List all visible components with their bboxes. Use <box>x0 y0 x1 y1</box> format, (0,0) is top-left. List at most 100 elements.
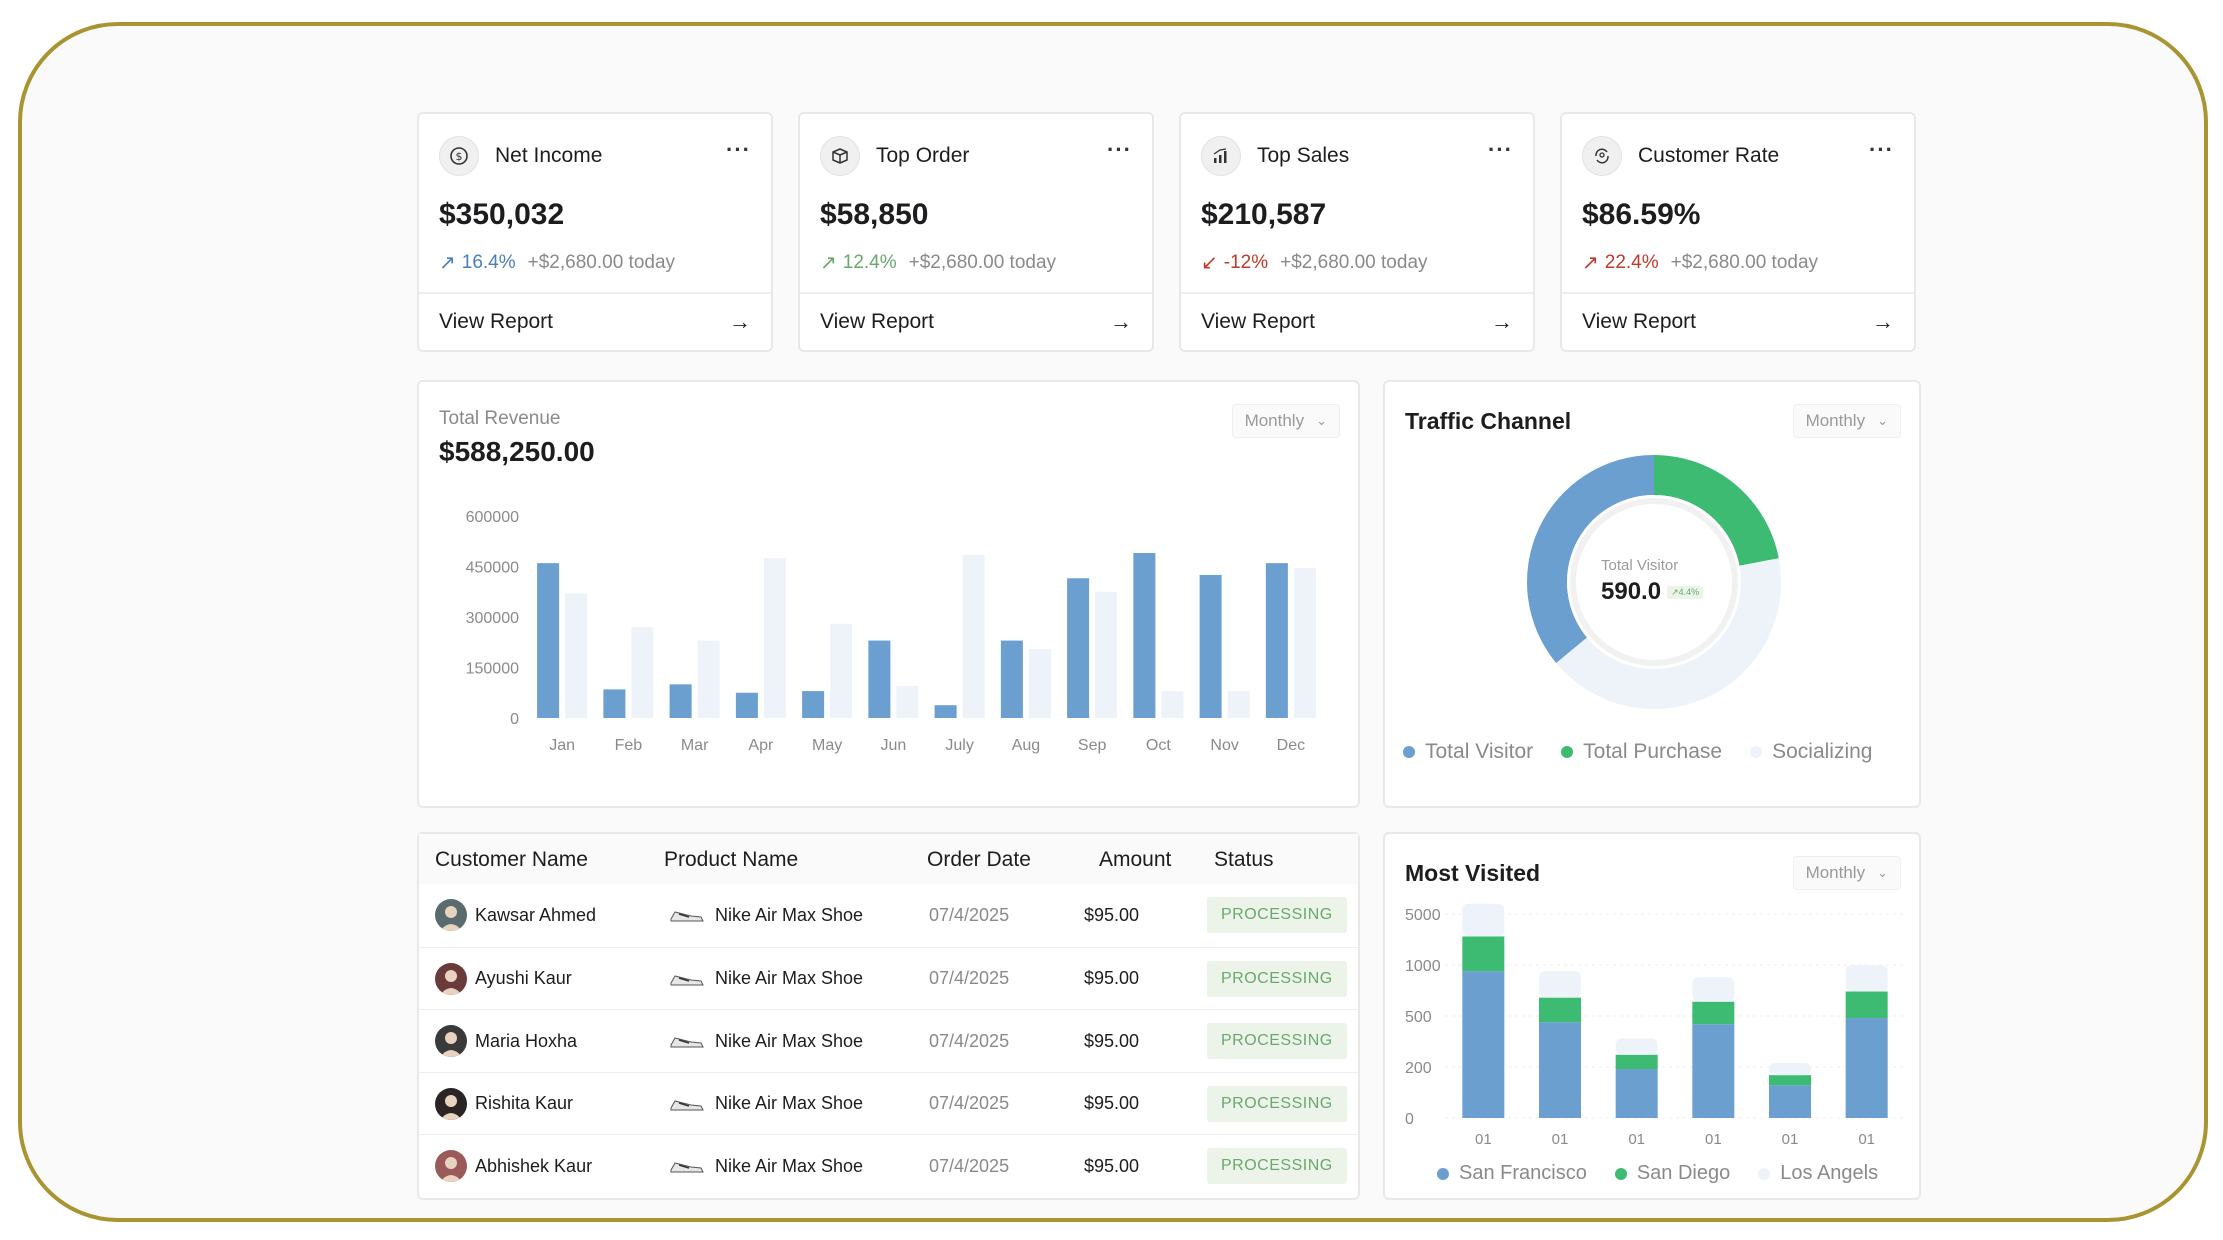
x-tick-label: 01 <box>1552 1131 1569 1148</box>
view-report-link[interactable]: View Report → <box>800 292 1152 350</box>
visited-bar-segment <box>1615 1038 1658 1055</box>
kpi-change: ↙ -12% +$2,680.00 today <box>1201 250 1428 275</box>
revenue-period-dropdown[interactable]: Monthly ⌄ <box>1231 404 1340 438</box>
legend-item[interactable]: Socializing <box>1750 740 1872 764</box>
traffic-period-dropdown[interactable]: Monthly ⌄ <box>1792 404 1901 438</box>
view-report-link[interactable]: View Report → <box>1562 292 1914 350</box>
visited-period-dropdown[interactable]: Monthly ⌄ <box>1792 856 1901 890</box>
traffic-channel-card: Traffic Channel Monthly ⌄ Total Visitor … <box>1383 380 1921 808</box>
legend-dot-icon <box>1614 1167 1627 1180</box>
kpi-change-today: +$2,680.00 today <box>1670 251 1819 273</box>
revenue-bar <box>934 705 957 718</box>
revenue-bar <box>1067 578 1090 718</box>
y-tick-label: 1000 <box>1405 958 1441 975</box>
order-date: 07/4/2025 <box>929 1155 1010 1176</box>
kpi-card-net-income: $ Net Income ··· $350,032 ↗ 16.4% +$2,680.00 t… <box>417 112 773 352</box>
view-report-label: View Report <box>1201 310 1316 333</box>
legend-item[interactable]: San Francisco <box>1437 1162 1587 1185</box>
revenue-bar <box>1028 648 1051 718</box>
kpi-value: $210,587 <box>1201 198 1327 231</box>
revenue-bar <box>1000 640 1023 718</box>
order-amount: $95.00 <box>1084 904 1140 925</box>
legend-item[interactable]: San Diego <box>1614 1162 1730 1185</box>
avatar <box>435 899 467 931</box>
legend-label: Socializing <box>1772 740 1873 763</box>
avatar <box>435 1025 467 1057</box>
visited-bar-segment <box>1692 977 1735 1002</box>
order-amount: $95.00 <box>1084 1155 1140 1176</box>
visited-bar-segment <box>1845 1018 1888 1118</box>
product-cell: Nike Air Max Shoe <box>669 948 863 1010</box>
table-row[interactable]: Rishita Kaur Nike Air Max Shoe 07/4/2025 $9… <box>419 1071 1358 1135</box>
y-tick-label: 300000 <box>466 610 519 627</box>
kpi-header: $ Net Income <box>439 136 602 176</box>
y-tick-label: 200 <box>1405 1060 1432 1077</box>
kpi-title: Top Order <box>876 144 970 167</box>
status-badge: PROCESSING <box>1207 1148 1347 1184</box>
y-tick-label: 600000 <box>466 509 519 526</box>
legend-label: Total Purchase <box>1583 740 1723 763</box>
donut-center-label: Total Visitor <box>1601 557 1679 574</box>
chevron-down-icon: ⌄ <box>1316 413 1327 428</box>
order-amount: $95.00 <box>1084 968 1140 988</box>
legend-item[interactable]: Total Visitor <box>1403 740 1533 764</box>
legend-dot-icon <box>1437 1167 1449 1180</box>
table-row[interactable]: Abhishek Kaur Nike Air Max Shoe 07/4/2025 $… <box>419 1134 1358 1196</box>
customer-name: Rishita Kaur <box>475 1093 574 1113</box>
kpi-change-percent: 22.4% <box>1604 251 1659 273</box>
more-options-icon[interactable]: ··· <box>1869 137 1894 162</box>
total-revenue-label: Total Revenue <box>439 408 561 429</box>
kpi-value: $350,032 <box>439 198 565 231</box>
status-badge: PROCESSING <box>1207 1023 1347 1059</box>
table-row[interactable]: Kawsar Ahmed Nike Air Max Shoe 07/4/2025 $9… <box>419 884 1358 946</box>
revenue-bar <box>565 593 588 718</box>
more-options-icon[interactable]: ··· <box>726 137 751 162</box>
x-tick-label: Mar <box>681 737 709 754</box>
x-tick-label: 01 <box>1782 1131 1799 1148</box>
visited-bar-segment <box>1615 1054 1658 1070</box>
visited-bar-segment <box>1462 936 1505 972</box>
revenue-bar <box>1095 591 1118 718</box>
view-report-link[interactable]: View Report → <box>419 292 771 350</box>
shoe-icon <box>670 974 704 985</box>
chevron-down-icon: ⌄ <box>1877 413 1888 428</box>
legend-item[interactable]: Total Purchase <box>1561 740 1722 764</box>
legend-item[interactable]: Los Angels <box>1758 1162 1878 1185</box>
customer-name: Ayushi Kaur <box>475 968 572 988</box>
more-options-icon[interactable]: ··· <box>1107 137 1132 162</box>
avatar <box>435 962 467 995</box>
view-report-link[interactable]: View Report → <box>1181 292 1533 350</box>
y-tick-label: 5000 <box>1405 907 1441 924</box>
more-options-icon[interactable]: ··· <box>1488 137 1513 162</box>
x-tick-label: 01 <box>1628 1131 1645 1148</box>
donut-slice <box>1527 455 1654 663</box>
table-row[interactable]: Maria Hoxha Nike Air Max Shoe 07/4/2025 $95… <box>419 1009 1358 1071</box>
kpi-card-top-order: Top Order ··· $58,850 ↗ 12.4% +$2,680.00 toda… <box>798 112 1154 352</box>
x-tick-label: 01 <box>1475 1131 1492 1148</box>
revenue-bar <box>1133 553 1156 718</box>
y-tick-label: 450000 <box>466 560 519 577</box>
customer-name: Maria Hoxha <box>475 1030 578 1051</box>
x-tick-label: Apr <box>748 737 774 754</box>
status-cell: PROCESSING <box>1207 1073 1347 1135</box>
kpi-title: Top Sales <box>1257 144 1350 167</box>
trend-arrow-icon: ↗ <box>820 252 837 274</box>
visited-bar-segment <box>1769 1062 1811 1076</box>
traffic-legend: Total Visitor Total Purchase Socializing <box>1403 740 1900 764</box>
revenue-bar <box>697 640 720 718</box>
table-row[interactable]: Ayushi Kaur Nike Air Max Shoe 07/4/2025 $95… <box>419 946 1358 1010</box>
revenue-bar <box>669 684 692 718</box>
visited-bar-segment <box>1692 1001 1735 1025</box>
kpi-value: $86.59% <box>1582 198 1701 231</box>
donut-center-value: 590.0 <box>1601 578 1662 605</box>
kpi-header: Top Sales <box>1201 136 1349 176</box>
revenue-bar <box>802 691 825 718</box>
shoe-icon <box>670 911 704 922</box>
kpi-change: ↗ 12.4% +$2,680.00 today <box>820 250 1056 275</box>
y-tick-label: 150000 <box>466 661 519 678</box>
visited-bar-segment <box>1769 1075 1811 1086</box>
kpi-change: ↗ 16.4% +$2,680.00 today <box>439 250 675 275</box>
most-visited-title: Most Visited <box>1405 860 1541 886</box>
legend-dot-icon <box>1758 1167 1771 1180</box>
visited-bar-segment <box>1692 1024 1735 1118</box>
